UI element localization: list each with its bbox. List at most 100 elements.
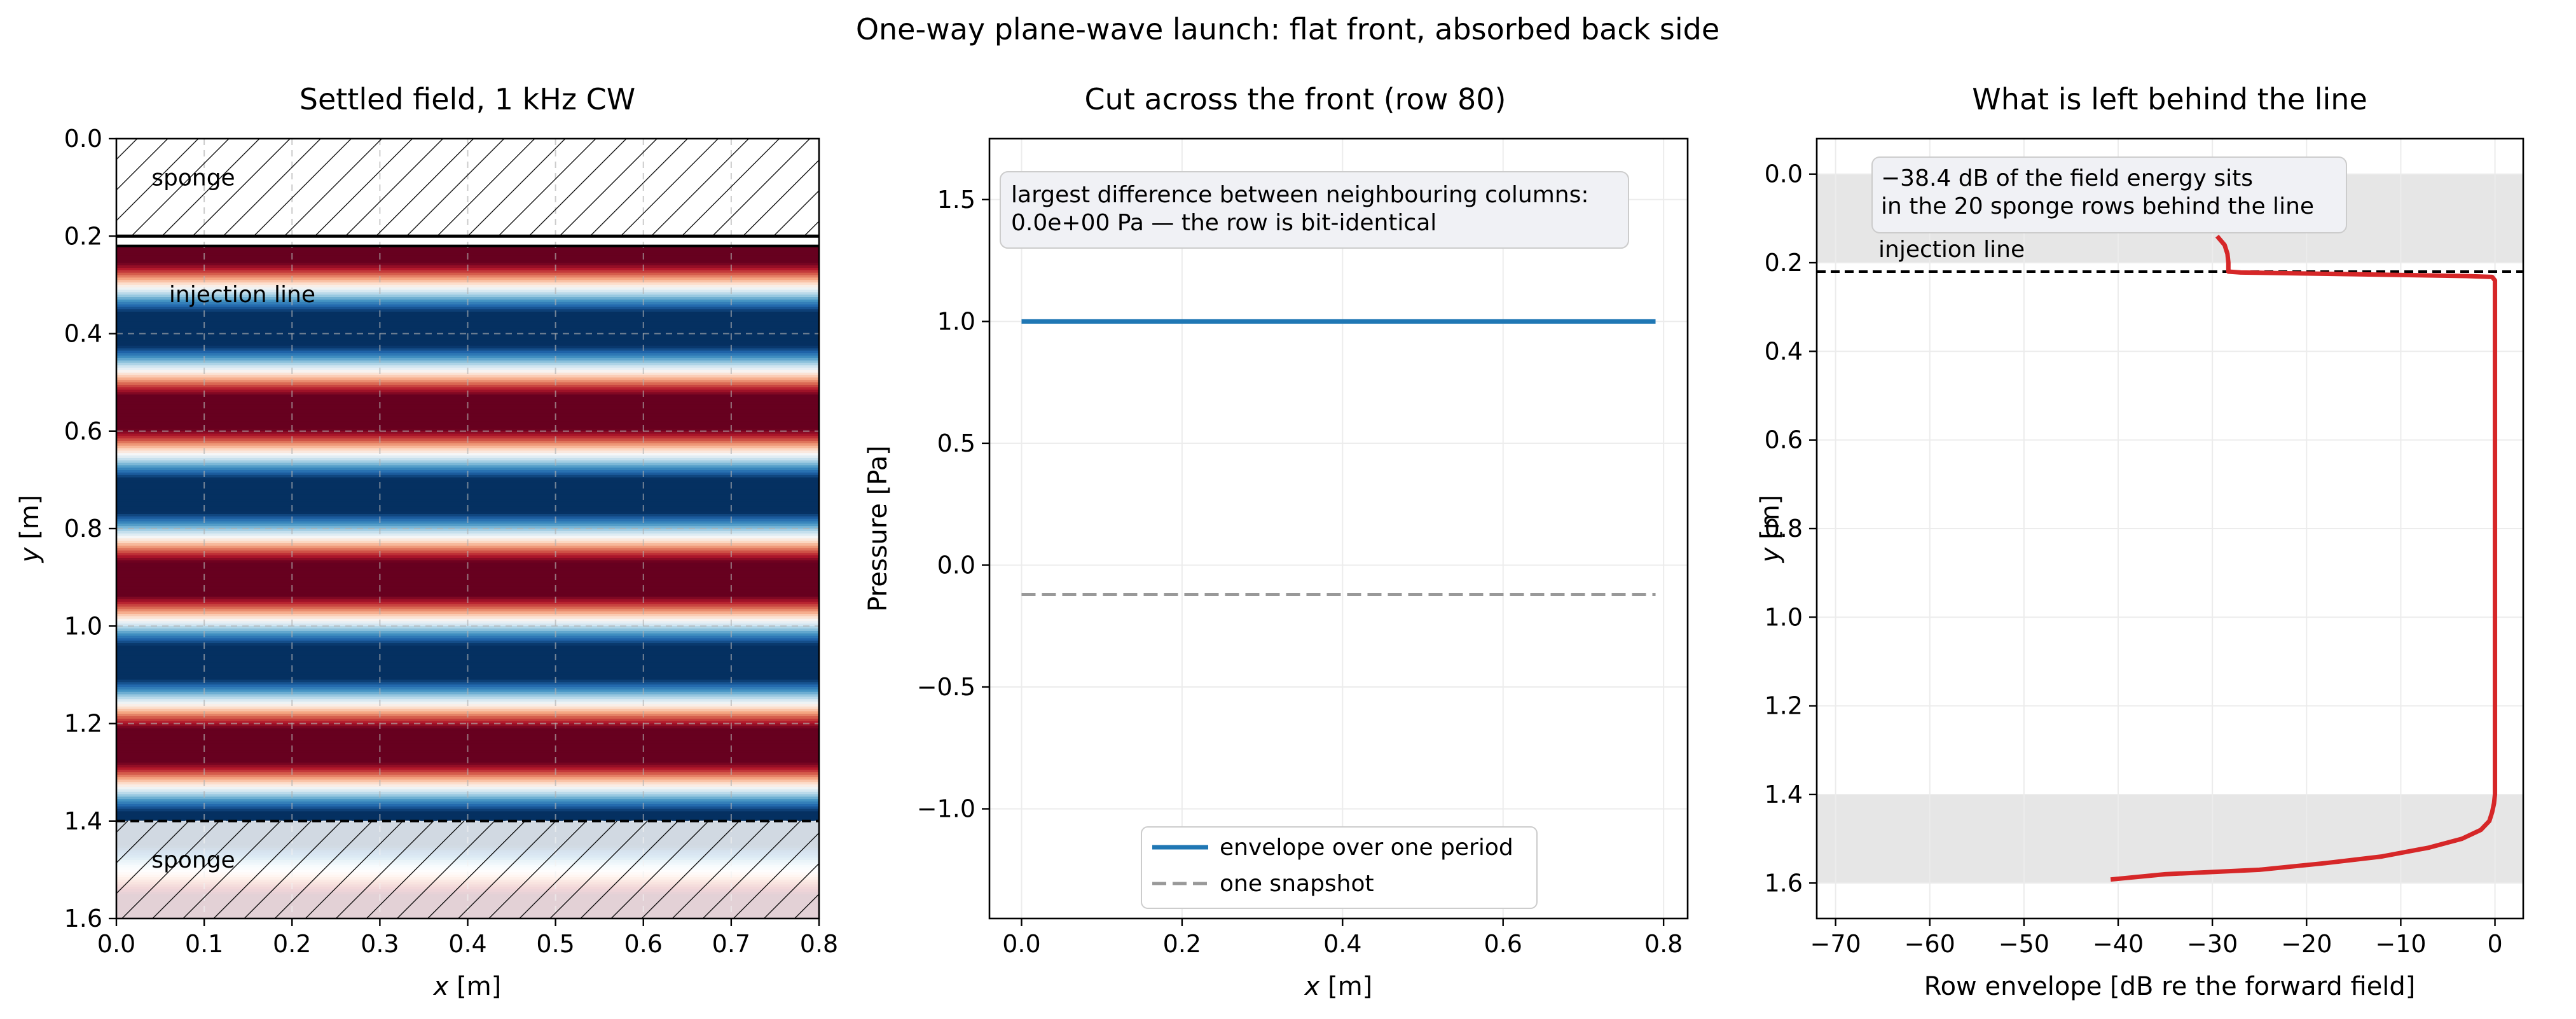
field-band (116, 582, 819, 585)
field-band (116, 295, 819, 298)
panel1-ylabel: y [m] (15, 495, 45, 564)
y-tick-label: 0.5 (937, 429, 975, 457)
field-band (116, 263, 819, 267)
field-band (116, 787, 819, 790)
sponge-hatch (116, 821, 819, 918)
field-band (116, 567, 819, 571)
field-band (116, 251, 819, 254)
y-tick-label: 1.2 (1765, 692, 1803, 720)
field-band (116, 570, 819, 573)
y-tick-label: 0.6 (64, 417, 102, 445)
x-tick-label: 0.2 (1163, 930, 1201, 958)
panel-behind-line: What is left behind the line −70 −60 −50 −4… (1756, 82, 2524, 1001)
field-band (116, 601, 819, 605)
y-tick-label: 0.4 (64, 320, 102, 348)
field-band (116, 340, 819, 344)
field-band (116, 377, 819, 381)
field-band (116, 397, 819, 400)
field-band (116, 480, 819, 483)
field-band (116, 765, 819, 768)
field-band (116, 545, 819, 549)
annotation-line: −38.4 dB of the field energy sits (1881, 165, 2253, 191)
field-band (116, 728, 819, 731)
panel2-xlabel: x [m] (1304, 972, 1373, 1001)
legend-label-envelope: envelope over one period (1220, 835, 1513, 861)
x-tick-label: 0.2 (273, 930, 311, 958)
field-band (116, 455, 819, 459)
x-tick-label: 0.8 (1644, 930, 1683, 958)
field-band (116, 412, 819, 415)
field-band (116, 375, 819, 378)
field-band (116, 662, 819, 666)
y-tick-label: 1.4 (64, 807, 102, 835)
field-band (116, 239, 819, 242)
field-band (116, 363, 819, 366)
field-band (116, 477, 819, 481)
field-band (116, 260, 819, 264)
panel1-title: Settled field, 1 kHz CW (300, 82, 635, 116)
panel-settled-field: Settled field, 1 kHz CW sponge injection … (15, 82, 838, 1001)
field-band (116, 501, 819, 505)
y-tick-label: 0.4 (1765, 337, 1803, 365)
field-band (116, 548, 819, 551)
y-tick-label: 1.0 (64, 612, 102, 640)
field-band (116, 523, 819, 527)
panel3-ylabel: y [m] (1756, 495, 1785, 564)
field-band (116, 353, 819, 356)
field-band (116, 557, 819, 561)
field-band (116, 465, 819, 469)
sponge-band (1817, 794, 2523, 884)
annotation-line: largest difference between neighbouring … (1011, 182, 1588, 208)
panel3-frame (1815, 137, 2524, 920)
field-band (116, 316, 819, 320)
field-band (116, 604, 819, 607)
x-tick-label: 0.5 (536, 930, 574, 958)
field-band (116, 468, 819, 471)
x-tick-label: −40 (2093, 930, 2144, 958)
field-band (116, 684, 819, 688)
field-band (116, 682, 819, 685)
field-band (116, 592, 819, 595)
x-tick-label: −50 (1999, 930, 2049, 958)
x-tick-label: 0.0 (97, 930, 135, 958)
field-band (116, 258, 819, 261)
field-band (116, 811, 819, 815)
panel1-overlays: sponge injection line sponge (116, 139, 819, 918)
field-band (116, 431, 819, 434)
y-tick-label: 0.0 (937, 551, 975, 579)
annotation-line: in the 20 sponge rows behind the line (1881, 193, 2314, 219)
field-annotation: sponge (151, 847, 235, 873)
figure-title: One-way plane-wave launch: flat front, a… (856, 12, 1719, 46)
annotation-line: 0.0e+00 Pa — the row is bit-identical (1011, 210, 1436, 236)
field-band (116, 304, 819, 308)
field-band (116, 297, 819, 300)
field-band (116, 579, 819, 583)
field-band (116, 641, 819, 644)
y-tick-label: 0.0 (64, 125, 102, 153)
x-tick-label: −60 (1904, 930, 1955, 958)
field-band (116, 536, 819, 539)
field-band (116, 674, 819, 678)
y-tick-label: 0.8 (64, 515, 102, 543)
field-band (116, 709, 819, 712)
x-tick-label: 0 (2487, 930, 2502, 958)
field-band (116, 777, 819, 780)
field-band (116, 372, 819, 376)
panel3-annotation: −38.4 dB of the field energy sits in the… (1871, 156, 2347, 233)
y-tick-label: 0.6 (1765, 426, 1803, 454)
x-tick-label: 0.7 (712, 930, 750, 958)
field-band (116, 672, 819, 676)
field-band (116, 694, 819, 698)
y-tick-label: 1.0 (1765, 603, 1803, 631)
field-band (116, 453, 819, 456)
field-band (116, 307, 819, 310)
legend-box (1141, 826, 1538, 909)
field-band (116, 443, 819, 447)
field-band (116, 387, 819, 391)
panel2-legend: envelope over one period one snapshot (1141, 826, 1538, 909)
field-band (116, 660, 819, 663)
field-band (116, 338, 819, 342)
field-band (116, 492, 819, 496)
field-band (116, 752, 819, 756)
panel3-title: What is left behind the line (1972, 82, 2367, 116)
